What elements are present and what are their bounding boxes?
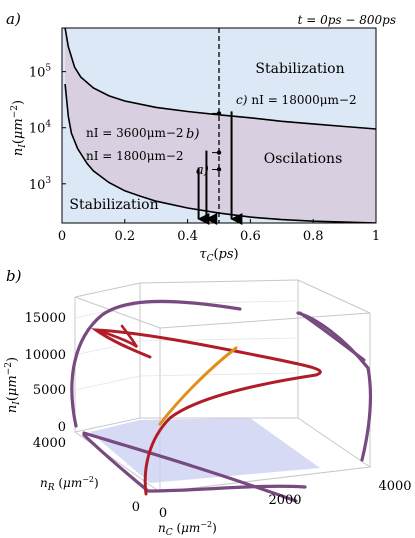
y-tick-label-1: 104 — [29, 120, 52, 137]
panel-b: b) — [4, 267, 412, 538]
region-label-upper: Stabilization — [255, 61, 344, 77]
nc-unit-mu: μm — [181, 521, 200, 535]
x-tick-label-3: 0.6 — [240, 229, 261, 244]
nc-unit-close: ) — [212, 521, 217, 535]
region-label-oscillations: Oscilations — [264, 151, 343, 167]
z-ni-subscript: I — [12, 401, 22, 406]
point-label-b-id: b) — [186, 127, 199, 142]
ni-unit: ( — [11, 139, 26, 144]
x-tick-0: 0 — [159, 506, 167, 521]
nc-symbol: n — [158, 521, 166, 535]
panel-a-frame — [61, 27, 377, 224]
point-label-a-text: nI = 1800μm−2 — [86, 149, 184, 163]
x-tick-label-0: 0 — [58, 229, 66, 244]
z-ni-symbol: n — [5, 405, 20, 413]
panel-b-y-axis-label: nR (μm−2) — [40, 475, 99, 493]
z-ni-unit-close: ) — [5, 357, 20, 362]
trajectory-curve-start — [98, 324, 139, 349]
gridline-back-10000 — [139, 337, 299, 342]
nr-unit-exp: −2 — [82, 475, 94, 484]
panel-a-y-axis-label: nI(μm−2) — [10, 100, 28, 156]
point-marker-1 — [216, 150, 222, 155]
x-tick-2000: 2000 — [268, 493, 301, 508]
point-label-b-text: nI = 3600μm−2 — [86, 126, 184, 140]
nr-symbol: n — [40, 476, 48, 490]
tau-symbol: τ — [199, 247, 207, 262]
panel-a-x-axis-label: τC(ps) — [199, 247, 238, 264]
nr-unit: ( — [55, 476, 64, 490]
panel-a-x-ticks: 0 0.2 0.4 0.6 0.8 1 — [58, 219, 380, 244]
y-tick-label-2: 105 — [29, 64, 52, 81]
z-tick-5000: 5000 — [33, 383, 66, 398]
point-marker-0 — [216, 167, 222, 172]
ni-subscript: I — [18, 144, 28, 149]
tau-subscript: C — [207, 254, 214, 264]
box-edge-back-top-right — [297, 279, 371, 314]
z-ni-unit: ( — [5, 396, 20, 401]
point-c-text: nI = 18000μm−2 — [251, 93, 356, 107]
nc-unit: ( — [173, 521, 182, 535]
gridline-back-15000 — [139, 300, 299, 305]
y-tick-label-0: 103 — [29, 176, 52, 193]
projection-curve-floor-a — [82, 431, 298, 503]
gridline-5000 — [74, 375, 141, 391]
box-edge-back-top — [139, 279, 299, 284]
y-tick-0: 0 — [132, 500, 140, 515]
x-tick-label-4: 0.8 — [303, 229, 324, 244]
upper-boundary-curve — [64, 28, 376, 130]
panel-b-label: b) — [6, 267, 22, 285]
tau-unit-close: ) — [234, 247, 239, 262]
point-marker-2 — [216, 111, 222, 116]
oscillation-region — [65, 28, 376, 223]
x-tick-4000: 4000 — [378, 479, 411, 494]
lower-boundary-curve — [64, 84, 376, 223]
point-c-id: c) — [236, 93, 248, 107]
panel-a-y-ticks: 103 104 105 — [29, 64, 66, 193]
box-edge-front-top — [159, 312, 371, 329]
panel-a-title: t = 0ps − 800ps — [298, 13, 396, 27]
projection-curve-left-wall — [70, 299, 242, 428]
nc-subscript: C — [166, 528, 173, 538]
box-edge-front-top-left — [74, 296, 161, 329]
ni-unit-mu: μm — [11, 118, 26, 139]
nr-unit-mu: μm — [63, 476, 82, 490]
highlight-curve — [158, 346, 238, 426]
panel-a-arrows — [197, 111, 243, 225]
panel-a: a) t = 0ps − 800ps 0 0.2 0.4 0.6 0.8 1 103 104… — [6, 10, 396, 264]
nr-unit-close: ) — [94, 476, 99, 490]
panel-b-gridlines — [74, 300, 299, 391]
x-tick-label-5: 1 — [372, 229, 380, 244]
z-ni-unit-mu: μm — [5, 375, 20, 396]
z-tick-0: 0 — [58, 420, 66, 435]
panel-a-label: a) — [6, 10, 21, 28]
ni-unit-close: ) — [11, 100, 26, 105]
panel-b-z-axis-label: nI(μm−2) — [4, 357, 22, 413]
projection-curve-right-wall-top — [298, 311, 366, 362]
x-tick-label-1: 0.2 — [114, 229, 135, 244]
projection-curve-floor-b — [82, 433, 307, 493]
z-ni-unit-exp: −2 — [4, 362, 14, 375]
point-label-a-id: a) — [196, 163, 209, 178]
nr-subscript: R — [47, 483, 55, 493]
point-label-c: c) nI = 18000μm−2 — [236, 93, 357, 107]
x-tick-label-2: 0.4 — [177, 229, 198, 244]
ni-unit-exp: −2 — [10, 105, 20, 118]
z-tick-15000: 15000 — [25, 311, 66, 326]
projection-curve-right-wall — [296, 311, 373, 462]
tau-unit-ps: ps — [219, 247, 234, 262]
region-label-lower: Stabilization — [69, 197, 158, 213]
z-tick-10000: 10000 — [25, 348, 66, 363]
panel-b-x-axis-label: nC (μm−2) — [158, 520, 217, 538]
y-tick-4000: 4000 — [33, 436, 66, 451]
box-edge-back-top-left — [74, 282, 141, 298]
ni-symbol: n — [11, 148, 26, 156]
panel-a-points — [212, 111, 222, 172]
trajectory-curve — [90, 328, 322, 496]
gridline-back-5000 — [139, 372, 299, 377]
nc-unit-exp: −2 — [200, 520, 212, 529]
tau-unit: ( — [213, 247, 218, 262]
